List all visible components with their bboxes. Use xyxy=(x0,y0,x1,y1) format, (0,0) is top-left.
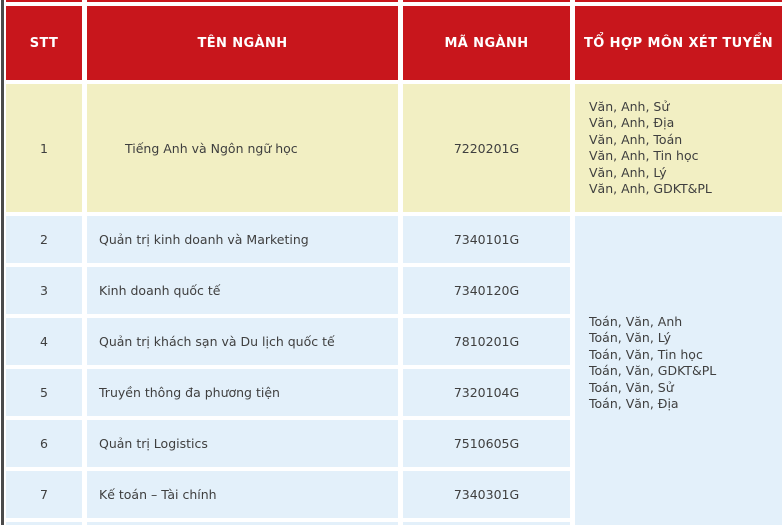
cutoff-row-bottom xyxy=(87,522,398,525)
row-nganh: Tiếng Anh và Ngôn ngữ học xyxy=(87,84,398,212)
cutoff-row-top xyxy=(87,0,398,2)
row-stt: 1 xyxy=(6,84,82,212)
row-nganh: Quản trị kinh doanh và Marketing xyxy=(87,216,398,263)
row-stt: 4 xyxy=(6,318,82,365)
combo-line: Toán, Văn, Anh xyxy=(589,313,683,329)
cutoff-row-top xyxy=(575,0,782,2)
cutoff-row-top xyxy=(403,0,570,2)
row-nganh: Kinh doanh quốc tế xyxy=(87,267,398,314)
combo-line: Toán, Văn, Lý xyxy=(589,330,671,345)
row-ma: 7510605G xyxy=(403,420,570,467)
combo-line: Văn, Anh, Địa xyxy=(589,115,675,130)
row-stt: 6 xyxy=(6,420,82,467)
header-to-hop: TỔ HỢP MÔN XÉT TUYỂN xyxy=(575,6,782,80)
row-ma: 7320104G xyxy=(403,369,570,416)
row1-combos: Văn, Anh, Sử Văn, Anh, Địa Văn, Anh, Toá… xyxy=(575,84,782,212)
row-ma: 7340301G xyxy=(403,471,570,518)
row-ma: 7220201G xyxy=(403,84,570,212)
row-nganh: Quản trị Logistics xyxy=(87,420,398,467)
row-stt: 5 xyxy=(6,369,82,416)
combo-line: Toán, Văn, Sử xyxy=(589,379,674,395)
cutoff-row-top xyxy=(6,0,82,2)
cutoff-row-bottom xyxy=(403,522,570,525)
cutoff-row-bottom xyxy=(6,522,82,525)
combo-line: Văn, Anh, Lý xyxy=(589,164,667,180)
header-ten-nganh: TÊN NGÀNH xyxy=(87,6,398,80)
combo-line: Văn, Anh, Sử xyxy=(589,98,670,114)
row-stt: 7 xyxy=(6,471,82,518)
row-nganh: Quản trị khách sạn và Du lịch quốc tế xyxy=(87,318,398,365)
combo-line: Văn, Anh, Toán xyxy=(589,131,683,147)
row-ma: 7810201G xyxy=(403,318,570,365)
group-combos: Toán, Văn, Anh Toán, Văn, Lý Toán, Văn, … xyxy=(575,216,782,525)
window-left-edge xyxy=(1,0,4,525)
combo-line: Văn, Anh, GDKT&PL xyxy=(589,181,712,196)
row-nganh: Kế toán – Tài chính xyxy=(87,471,398,518)
admission-table: STT TÊN NGÀNH MÃ NGÀNH TỔ HỢP MÔN XÉT TU… xyxy=(6,0,782,525)
row-stt: 3 xyxy=(6,267,82,314)
row-ma: 7340101G xyxy=(403,216,570,263)
header-ma-nganh: MÃ NGÀNH xyxy=(403,6,570,80)
combo-line: Toán, Văn, Địa xyxy=(589,396,679,411)
row-ma: 7340120G xyxy=(403,267,570,314)
row-nganh: Truyền thông đa phương tiện xyxy=(87,369,398,416)
row-stt: 2 xyxy=(6,216,82,263)
combo-line: Toán, Văn, GDKT&PL xyxy=(589,363,717,378)
combo-line: Văn, Anh, Tin học xyxy=(589,148,699,163)
combo-line: Toán, Văn, Tin học xyxy=(589,346,703,362)
header-stt: STT xyxy=(6,6,82,80)
